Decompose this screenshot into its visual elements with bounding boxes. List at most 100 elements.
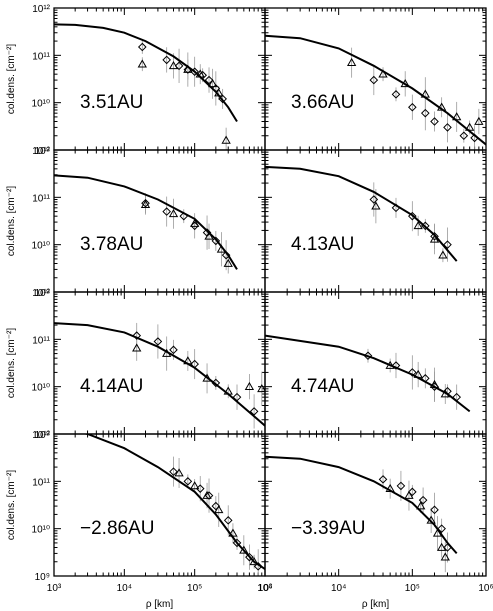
panel-data (54, 322, 265, 429)
y-axis-label: col.dens. [cm⁻²] (6, 186, 17, 257)
triangle-point (190, 481, 200, 490)
diamond-point (179, 211, 189, 221)
diamond-point (443, 240, 452, 249)
triangle-point (174, 468, 184, 477)
x-tick-label: 10³ (258, 583, 273, 594)
panel-frame (264, 7, 487, 151)
diamond-point (408, 368, 417, 377)
y-tick-label: 10¹⁰ (32, 383, 50, 394)
triangle-point (168, 61, 179, 70)
x-axis-label: ρ [km] (146, 599, 174, 610)
x-tick-label: 10⁵ (187, 583, 202, 594)
triangle-point (436, 102, 447, 111)
diamond-point (443, 123, 452, 132)
panel-label: 4.74AU (291, 376, 354, 397)
diamond-point (430, 505, 439, 515)
triangle-point (216, 244, 227, 253)
triangle-point (239, 545, 249, 554)
diamond-point (369, 195, 379, 204)
panel-label: −2.86AU (80, 518, 154, 539)
triangle-point (413, 369, 423, 378)
triangle-point (214, 88, 224, 97)
triangle-point (195, 69, 205, 78)
triangle-point (404, 490, 414, 499)
model-curve (265, 34, 486, 146)
diamond-point (408, 487, 417, 497)
triangle-point (204, 231, 214, 240)
diamond-point (169, 467, 178, 476)
triangle-point (436, 542, 447, 551)
model-curve (265, 455, 458, 555)
diamond-point (141, 198, 150, 208)
triangle-point (432, 528, 443, 537)
diamond-point (183, 477, 193, 486)
diamond-point (443, 543, 452, 552)
diamond-point (211, 84, 221, 93)
diamond-point (249, 407, 259, 416)
triangle-point (202, 490, 212, 499)
diamond-point (430, 232, 439, 241)
x-tick-label: 10⁶ (478, 583, 493, 594)
y-tick-label: 10¹¹ (32, 51, 50, 62)
diamond-point (391, 90, 401, 99)
diamond-point (204, 491, 214, 500)
y-tick-label: 10¹² (32, 4, 50, 15)
panel-3: 3.78AU 10⁹ 10¹⁰ 10¹¹ 10¹² col.dens. [cm⁻²] (6, 146, 266, 299)
diamond-point (211, 501, 221, 511)
x-axis-label: ρ [km] (362, 599, 390, 610)
diamond-point (137, 42, 147, 52)
panel-2: 3.66AU (264, 7, 487, 151)
triangle-point (137, 59, 147, 68)
panel-1: 3.51AU 10⁹ 10¹⁰ 10¹¹ 10¹² col.dens. [cm⁻²] (6, 4, 266, 157)
y-tick-label: 10¹⁰ (32, 241, 50, 252)
triangle-point (132, 343, 142, 352)
diamond-point (420, 374, 430, 383)
panel-frame (53, 433, 266, 577)
triangle-point (223, 258, 233, 267)
triangle-point (183, 64, 193, 73)
diamond-point (253, 562, 263, 571)
model-curve (54, 322, 265, 427)
triangle-point (413, 221, 423, 230)
model-curve (54, 174, 238, 270)
diamond-point (174, 61, 184, 71)
diamond-point (408, 102, 417, 112)
triangle-point (438, 250, 448, 259)
y-tick-label: 10¹¹ (32, 477, 50, 488)
triangle-point (426, 515, 436, 524)
diamond-point (470, 133, 479, 143)
triangle-point (228, 528, 238, 537)
triangle-point (223, 386, 233, 395)
y-tick-label: 10⁹ (35, 430, 50, 441)
panel-label: 3.78AU (80, 234, 143, 255)
panel-data (54, 174, 238, 274)
diamond-point (190, 359, 199, 369)
y-tick-label: 10¹² (32, 430, 50, 441)
panel-7: −2.86AU 10⁹ 10¹⁰ 10¹¹ 10¹² col.dens. [cm⁻²] 10… (6, 430, 273, 610)
y-tick-label: 10¹⁰ (32, 525, 50, 536)
diamond-point (198, 70, 207, 80)
triangle-point (420, 89, 430, 98)
triangle-point (378, 69, 388, 78)
triangle-point (162, 348, 172, 357)
y-axis-label: col.dens. [cm⁻²] (6, 328, 17, 399)
diamond-point (169, 345, 178, 355)
diamond-point (162, 55, 171, 65)
diamond-point (420, 221, 430, 231)
diamond-point (378, 475, 388, 484)
diamond-point (223, 516, 233, 525)
diamond-point (396, 481, 406, 491)
panel-8: −3.39AU 10³ 10⁴ 10⁵ 10⁶ ρ [km] (258, 433, 493, 610)
diamond-point (153, 337, 163, 346)
diamond-point (162, 207, 171, 216)
triangle-point (400, 79, 410, 88)
panel-frame (53, 7, 266, 151)
panel-frame (53, 291, 266, 435)
diamond-point (418, 495, 428, 505)
y-tick-label: 10¹⁰ (32, 99, 50, 110)
diamond-point (420, 108, 430, 118)
x-tick-label: 10⁵ (405, 583, 420, 594)
diamond-point (363, 351, 373, 361)
triangle-point (385, 483, 395, 493)
panel-frame (264, 433, 487, 577)
